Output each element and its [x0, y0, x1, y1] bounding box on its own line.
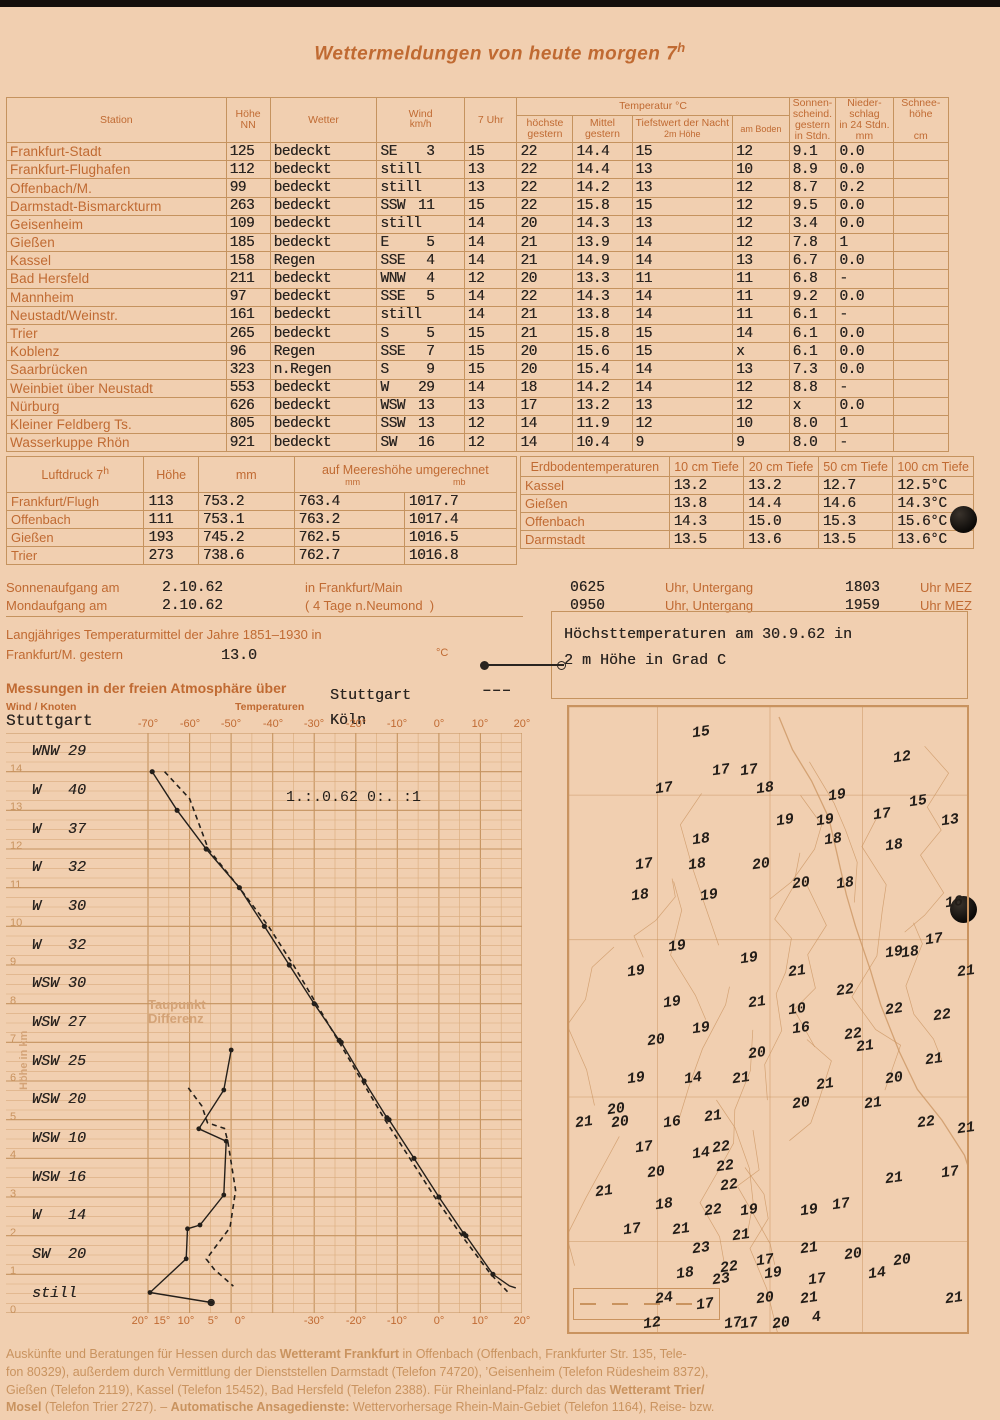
- svg-text:1.:.0.62 0:. :1: 1.:.0.62 0:. :1: [286, 789, 421, 806]
